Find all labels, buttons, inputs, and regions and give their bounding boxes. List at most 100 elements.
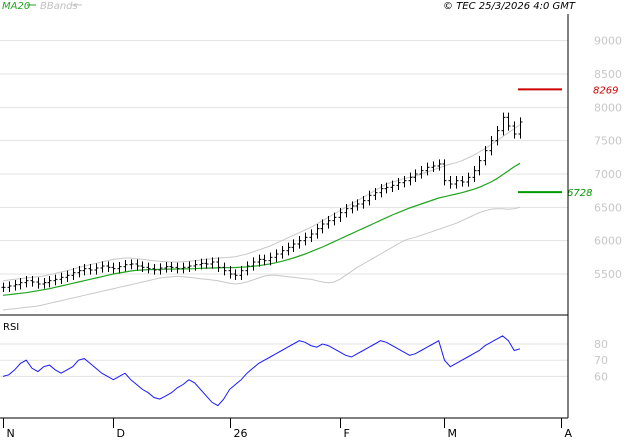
price-bar (286, 242, 291, 256)
time-axis: N D 26 F M A (3, 418, 573, 440)
rsi-tick-label: 80 (594, 338, 608, 351)
price-bar (448, 176, 453, 189)
price-bar (396, 178, 401, 190)
price-bar (355, 199, 360, 211)
rsi-tick-label: 60 (594, 370, 608, 383)
y-tick-label: 8000 (594, 101, 622, 114)
price-bar (309, 229, 314, 242)
price-bar (42, 278, 47, 289)
legend-bbands: BBands (40, 1, 78, 12)
price-bar (239, 266, 244, 280)
rsi-label: RSI (3, 322, 19, 333)
price-bar (257, 254, 262, 267)
price-bar (187, 261, 192, 272)
price-bar (303, 232, 308, 246)
price-bars (1, 112, 523, 292)
price-bar (222, 262, 227, 276)
rsi-tick-label: 70 (594, 354, 608, 367)
price-bar (47, 276, 52, 288)
price-bar (506, 112, 511, 131)
price-bar (431, 161, 436, 172)
price-bar (483, 146, 488, 166)
price-bar (320, 219, 325, 234)
rsi-axis-labels: 60 70 80 (594, 338, 608, 383)
y-tick-label: 7500 (594, 135, 622, 148)
legend-ma20: MA20 (2, 1, 30, 12)
price-bar (36, 277, 41, 289)
price-bar (245, 261, 250, 276)
price-bar (402, 176, 407, 188)
price-bar (472, 166, 477, 182)
price-bar (408, 172, 413, 186)
price-bar (442, 159, 447, 186)
price-bar (326, 216, 331, 229)
price-bar (199, 258, 204, 270)
price-bar (135, 259, 140, 271)
price-bar (350, 201, 355, 214)
price-bar (216, 257, 221, 272)
price-bar (390, 180, 395, 192)
level-label: 6728 (567, 188, 592, 199)
price-bar (367, 190, 372, 206)
price-bar (361, 196, 366, 209)
price-bar (384, 182, 389, 194)
price-bar (291, 239, 296, 252)
price-bar (332, 212, 337, 226)
price-bar (425, 162, 430, 176)
plot-frame (0, 14, 569, 419)
price-axis-labels: 5500 6000 6500 7000 7500 8000 8500 9000 (594, 35, 622, 281)
price-bar (268, 252, 273, 266)
price-bar (7, 281, 12, 292)
rsi-path (2, 335, 521, 407)
price-bar (77, 266, 82, 278)
price-bar (18, 278, 23, 290)
price-bar (210, 257, 215, 269)
price-bar (175, 262, 180, 274)
chart-timestamp: © TEC 25/3/2026 4:0 GMT (443, 1, 576, 12)
price-bar (13, 280, 18, 291)
price-bar (315, 224, 320, 239)
price-bar (495, 126, 500, 146)
price-bar (71, 268, 76, 280)
price-bar (477, 156, 482, 176)
price-bar (59, 272, 64, 284)
x-tick-label: N (7, 427, 15, 440)
price-bar (152, 264, 157, 275)
y-tick-label: 8500 (594, 68, 622, 81)
price-bar (88, 264, 93, 275)
price-bar (53, 274, 58, 286)
price-bar (164, 262, 169, 273)
rsi-line (2, 335, 521, 407)
rsi-gridlines (0, 343, 568, 377)
price-bar (344, 204, 349, 218)
price-bar (65, 270, 70, 282)
price-bar (262, 254, 267, 266)
price-bar (512, 121, 517, 139)
price-bar (181, 262, 186, 274)
price-bar (204, 258, 209, 269)
price-bar (251, 257, 256, 271)
bb-upper-line (2, 124, 521, 282)
price-bar (437, 159, 442, 171)
price-bar (100, 261, 105, 273)
ma20-path (2, 162, 521, 296)
price-bar (373, 188, 378, 200)
price-bar (169, 262, 174, 272)
bollinger-bands (2, 124, 521, 311)
price-bar (1, 282, 6, 292)
price-bar (193, 260, 198, 271)
x-tick-label: D (117, 427, 125, 440)
y-tick-label: 5500 (594, 268, 622, 281)
x-tick-label: M (448, 427, 458, 440)
price-bar (379, 184, 384, 198)
price-bar (111, 262, 116, 274)
price-bar (501, 112, 506, 136)
price-bar (228, 266, 233, 279)
price-bar (140, 261, 145, 272)
y-tick-label: 9000 (594, 35, 622, 48)
price-bar (518, 117, 523, 139)
price-bar (30, 276, 35, 287)
bb-lower-line (2, 206, 521, 311)
price-bar (297, 236, 302, 249)
price-bar (106, 261, 111, 272)
